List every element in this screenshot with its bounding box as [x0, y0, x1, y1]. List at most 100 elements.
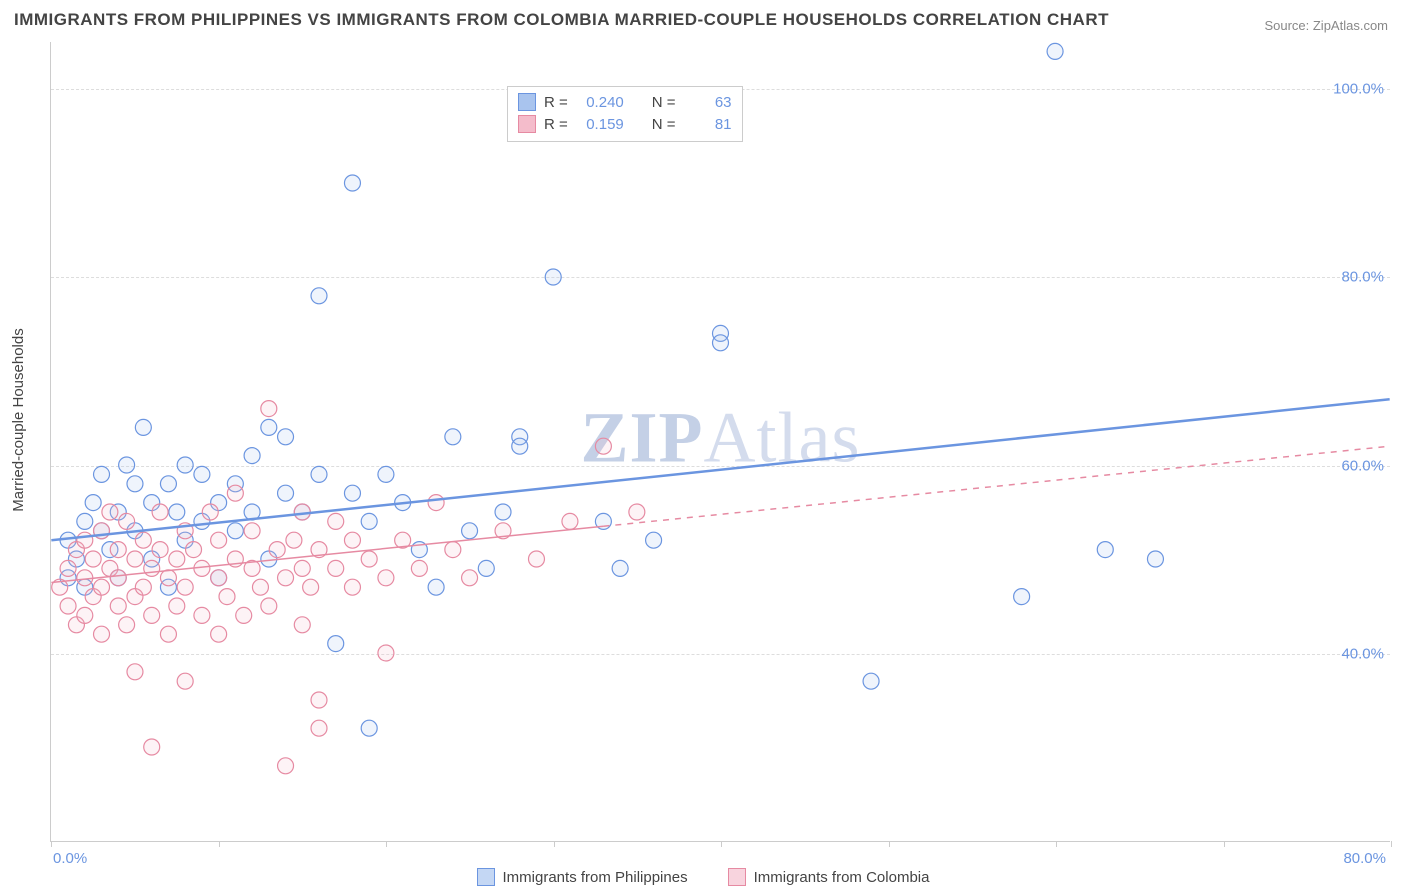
- scatter-point: [77, 532, 93, 548]
- scatter-point: [428, 579, 444, 595]
- scatter-point: [102, 504, 118, 520]
- plot-area: ZIPAtlas 40.0%60.0%80.0%100.0% R = 0.240…: [50, 42, 1390, 842]
- n-label-2: N =: [652, 116, 676, 133]
- n-value-2: 81: [684, 116, 732, 133]
- scatter-point: [60, 560, 76, 576]
- scatter-point: [144, 560, 160, 576]
- scatter-point: [169, 504, 185, 520]
- x-tick-label: 80.0%: [1343, 850, 1386, 867]
- scatter-point: [344, 579, 360, 595]
- scatter-point: [278, 429, 294, 445]
- scatter-point: [1097, 542, 1113, 558]
- scatter-point: [236, 607, 252, 623]
- scatter-point: [562, 513, 578, 529]
- chart-container: IMMIGRANTS FROM PHILIPPINES VS IMMIGRANT…: [0, 0, 1406, 892]
- scatter-point: [311, 466, 327, 482]
- scatter-point: [286, 532, 302, 548]
- scatter-point: [77, 513, 93, 529]
- scatter-point: [1047, 43, 1063, 59]
- scatter-point: [311, 720, 327, 736]
- scatter-point: [303, 579, 319, 595]
- x-tick-mark: [1056, 841, 1057, 847]
- y-axis-label: Married-couple Households: [10, 328, 27, 511]
- scatter-point: [144, 607, 160, 623]
- scatter-point: [328, 560, 344, 576]
- scatter-point: [595, 438, 611, 454]
- scatter-point: [135, 419, 151, 435]
- scatter-point: [152, 542, 168, 558]
- x-tick-mark: [386, 841, 387, 847]
- scatter-point: [94, 626, 110, 642]
- scatter-point: [344, 485, 360, 501]
- scatter-point: [713, 335, 729, 351]
- scatter-point: [60, 598, 76, 614]
- scatter-point: [244, 523, 260, 539]
- scatter-point: [512, 438, 528, 454]
- scatter-point: [127, 476, 143, 492]
- scatter-point: [219, 589, 235, 605]
- scatter-point: [177, 579, 193, 595]
- scatter-point: [378, 466, 394, 482]
- scatter-point: [411, 560, 427, 576]
- scatter-point: [612, 560, 628, 576]
- scatter-point: [528, 551, 544, 567]
- scatter-point: [462, 570, 478, 586]
- swatch-philippines-bottom: [477, 868, 495, 886]
- scatter-point: [361, 720, 377, 736]
- scatter-point: [445, 429, 461, 445]
- scatter-point: [85, 495, 101, 511]
- scatter-point: [252, 579, 268, 595]
- scatter-point: [144, 739, 160, 755]
- r-value-2: 0.159: [576, 116, 624, 133]
- scatter-point: [1014, 589, 1030, 605]
- swatch-philippines: [518, 93, 536, 111]
- scatter-point: [127, 551, 143, 567]
- scatter-point: [1147, 551, 1163, 567]
- scatter-point: [169, 598, 185, 614]
- r-value-1: 0.240: [576, 94, 624, 111]
- scatter-point: [545, 269, 561, 285]
- scatter-point: [311, 692, 327, 708]
- n-label-1: N =: [652, 94, 676, 111]
- scatter-point: [328, 513, 344, 529]
- swatch-colombia-bottom: [728, 868, 746, 886]
- trend-line-dashed: [603, 446, 1389, 526]
- scatter-point: [110, 598, 126, 614]
- scatter-point: [294, 617, 310, 633]
- r-label-2: R =: [544, 116, 568, 133]
- scatter-point: [227, 523, 243, 539]
- x-tick-mark: [721, 841, 722, 847]
- scatter-point: [160, 570, 176, 586]
- chart-title: IMMIGRANTS FROM PHILIPPINES VS IMMIGRANT…: [14, 10, 1109, 30]
- swatch-colombia: [518, 115, 536, 133]
- scatter-point: [202, 504, 218, 520]
- scatter-point: [135, 532, 151, 548]
- scatter-point: [94, 579, 110, 595]
- scatter-point: [110, 570, 126, 586]
- legend-label-colombia: Immigrants from Colombia: [754, 869, 930, 886]
- scatter-point: [110, 542, 126, 558]
- scatter-point: [445, 542, 461, 558]
- scatter-point: [169, 551, 185, 567]
- scatter-point: [85, 551, 101, 567]
- scatter-svg: [51, 42, 1390, 841]
- scatter-point: [194, 607, 210, 623]
- scatter-point: [119, 513, 135, 529]
- scatter-point: [278, 485, 294, 501]
- scatter-point: [177, 457, 193, 473]
- scatter-point: [194, 466, 210, 482]
- legend-item-philippines: Immigrants from Philippines: [477, 868, 688, 886]
- legend-label-philippines: Immigrants from Philippines: [503, 869, 688, 886]
- scatter-point: [495, 504, 511, 520]
- scatter-point: [211, 532, 227, 548]
- scatter-point: [119, 617, 135, 633]
- trend-line: [51, 399, 1389, 540]
- scatter-point: [428, 495, 444, 511]
- x-tick-mark: [889, 841, 890, 847]
- scatter-point: [278, 570, 294, 586]
- x-tick-mark: [219, 841, 220, 847]
- scatter-point: [211, 570, 227, 586]
- scatter-point: [261, 419, 277, 435]
- scatter-point: [269, 542, 285, 558]
- scatter-point: [135, 579, 151, 595]
